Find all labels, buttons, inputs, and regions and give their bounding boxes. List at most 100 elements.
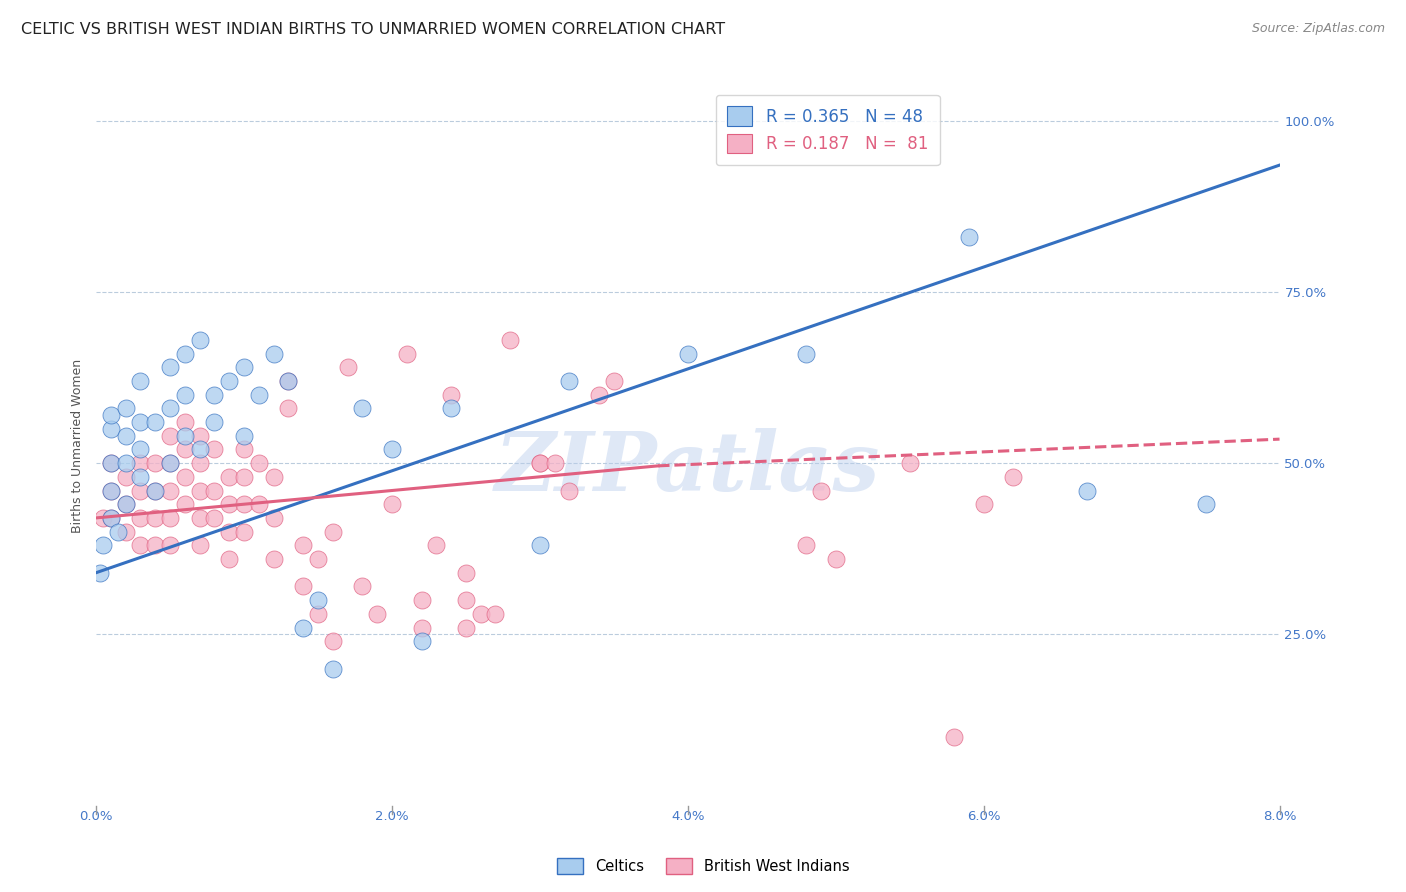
Point [173,442,195,457]
Point [188,538,211,552]
Point [425,538,447,552]
Point [529,456,551,470]
Point [411,634,433,648]
Point [129,470,152,484]
Point [114,401,136,416]
Point [529,456,551,470]
Point [114,524,136,539]
Point [218,470,240,484]
Point [159,538,181,552]
Point [93,511,115,525]
Point [307,593,329,607]
Point [129,442,152,457]
Point [1076,483,1098,498]
Point [218,374,240,388]
Point [957,230,980,244]
Point [411,593,433,607]
Point [676,346,699,360]
Point [277,401,299,416]
Point [484,607,506,621]
Point [129,511,152,525]
Point [188,428,211,442]
Point [143,538,166,552]
Point [794,346,817,360]
Point [159,483,181,498]
Point [307,607,329,621]
Point [543,456,565,470]
Point [188,442,211,457]
Point [381,497,404,511]
Point [247,497,270,511]
Point [143,483,166,498]
Point [395,346,418,360]
Point [381,442,404,457]
Point [143,511,166,525]
Point [336,360,359,375]
Point [1194,497,1216,511]
Point [202,511,225,525]
Point [233,470,256,484]
Point [440,401,463,416]
Point [292,538,315,552]
Point [247,387,270,401]
Point [233,524,256,539]
Point [100,422,122,436]
Point [558,483,581,498]
Point [943,730,966,744]
Point [173,497,195,511]
Point [454,620,477,634]
Point [100,483,122,498]
Point [366,607,388,621]
Point [100,456,122,470]
Point [898,456,921,470]
Point [100,483,122,498]
Point [202,483,225,498]
Point [188,333,211,347]
Point [558,374,581,388]
Point [129,374,152,388]
Point [454,593,477,607]
Point [810,483,832,498]
Point [202,387,225,401]
Y-axis label: Births to Unmarried Women: Births to Unmarried Women [72,359,84,533]
Point [173,470,195,484]
Point [322,662,344,676]
Legend: Celtics, British West Indians: Celtics, British West Indians [551,852,855,880]
Point [159,401,181,416]
Point [100,408,122,422]
Point [411,620,433,634]
Point [263,511,285,525]
Point [188,483,211,498]
Point [973,497,995,511]
Legend: R = 0.365   N = 48, R = 0.187   N =  81: R = 0.365 N = 48, R = 0.187 N = 81 [716,95,939,165]
Text: CELTIC VS BRITISH WEST INDIAN BIRTHS TO UNMARRIED WOMEN CORRELATION CHART: CELTIC VS BRITISH WEST INDIAN BIRTHS TO … [21,22,725,37]
Point [233,497,256,511]
Point [114,456,136,470]
Point [233,428,256,442]
Point [173,415,195,429]
Point [159,511,181,525]
Point [218,524,240,539]
Point [352,401,374,416]
Point [588,387,610,401]
Point [233,442,256,457]
Point [89,566,111,580]
Point [159,428,181,442]
Point [292,620,315,634]
Point [322,524,344,539]
Point [159,360,181,375]
Point [114,470,136,484]
Point [263,470,285,484]
Point [173,346,195,360]
Point [188,456,211,470]
Point [159,456,181,470]
Point [100,511,122,525]
Point [143,483,166,498]
Point [202,415,225,429]
Point [100,511,122,525]
Point [233,360,256,375]
Point [292,579,315,593]
Point [454,566,477,580]
Point [159,456,181,470]
Point [352,579,374,593]
